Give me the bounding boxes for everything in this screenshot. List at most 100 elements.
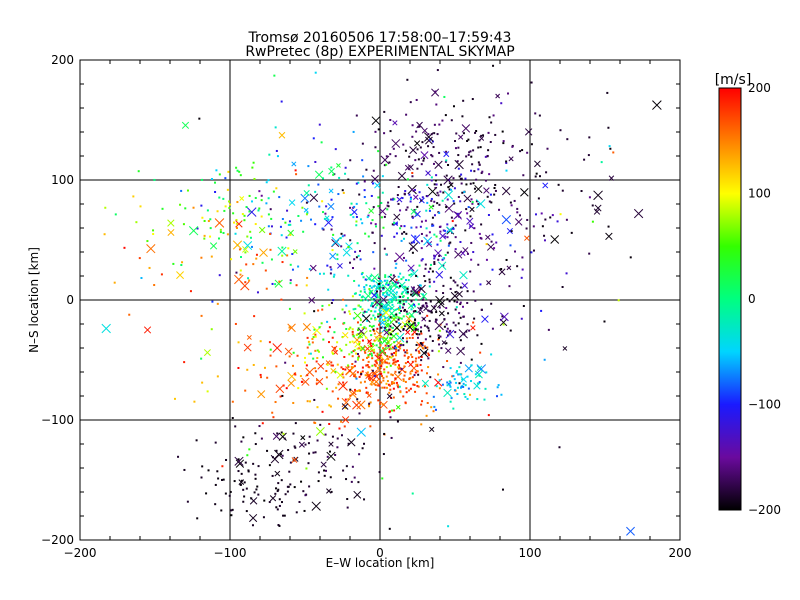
data-point xyxy=(418,264,421,267)
data-point xyxy=(209,227,212,230)
data-point xyxy=(353,258,356,261)
data-point xyxy=(293,486,296,489)
data-point-cross xyxy=(419,348,429,358)
data-point xyxy=(392,396,395,399)
data-point-cross xyxy=(626,526,635,536)
data-point xyxy=(402,295,405,298)
data-point xyxy=(323,217,326,220)
data-point xyxy=(357,358,360,361)
data-point xyxy=(351,328,354,331)
data-point xyxy=(411,269,414,272)
data-point xyxy=(161,207,164,210)
data-point-cross xyxy=(167,228,175,236)
data-point xyxy=(394,281,397,284)
data-point-cross xyxy=(277,246,287,256)
data-point xyxy=(461,378,464,381)
data-point xyxy=(356,389,359,392)
data-point xyxy=(446,360,449,363)
data-point xyxy=(231,400,234,403)
data-point xyxy=(438,211,441,214)
data-point xyxy=(402,395,405,398)
data-point xyxy=(432,162,435,165)
data-point-cross xyxy=(437,300,445,309)
data-point xyxy=(333,273,336,276)
data-point xyxy=(221,465,224,468)
data-point-cross xyxy=(424,132,434,142)
data-point xyxy=(402,276,405,279)
data-point xyxy=(454,147,457,150)
data-point xyxy=(373,299,376,302)
data-point xyxy=(385,253,388,256)
data-point xyxy=(421,344,424,347)
data-point xyxy=(293,445,296,448)
data-point xyxy=(437,336,440,339)
data-point xyxy=(307,340,310,343)
data-point-cross xyxy=(652,100,662,110)
data-point xyxy=(421,293,424,296)
data-point xyxy=(443,229,446,232)
data-point xyxy=(313,328,316,331)
data-point xyxy=(281,246,284,249)
data-point xyxy=(229,203,232,206)
data-point xyxy=(385,382,388,385)
data-point-cross xyxy=(311,501,321,511)
data-point xyxy=(378,296,381,299)
data-point xyxy=(459,200,462,203)
y-axis-label: N–S location [km] xyxy=(27,247,41,353)
data-point xyxy=(242,500,245,503)
data-point xyxy=(377,315,380,318)
data-point xyxy=(380,381,383,384)
data-point xyxy=(245,205,248,208)
data-point xyxy=(305,364,308,367)
data-point xyxy=(317,350,320,353)
data-point xyxy=(359,381,362,384)
data-point xyxy=(322,211,325,214)
data-point xyxy=(430,197,433,200)
data-point xyxy=(408,378,411,381)
data-point xyxy=(214,441,217,444)
data-point xyxy=(456,284,459,287)
data-point xyxy=(385,292,388,295)
data-point-cross xyxy=(373,378,380,385)
data-point xyxy=(417,158,420,161)
data-point xyxy=(351,333,354,336)
data-point xyxy=(274,126,277,129)
data-point xyxy=(277,488,280,491)
data-point xyxy=(341,235,344,238)
data-point xyxy=(437,350,440,353)
data-point xyxy=(435,235,438,238)
data-point xyxy=(237,470,240,473)
data-point xyxy=(476,334,479,337)
data-point xyxy=(444,235,447,238)
data-point xyxy=(489,193,492,196)
data-point xyxy=(510,230,513,233)
data-point xyxy=(389,153,392,156)
data-point xyxy=(414,360,417,363)
data-point xyxy=(609,147,612,150)
data-point xyxy=(354,307,357,310)
data-point xyxy=(476,382,479,385)
data-point xyxy=(388,411,391,414)
data-point xyxy=(379,335,382,338)
data-point-cross xyxy=(381,308,391,318)
data-point xyxy=(353,476,356,479)
data-point xyxy=(329,405,332,408)
data-point xyxy=(502,142,505,145)
data-point xyxy=(463,191,466,194)
data-point xyxy=(146,240,149,243)
data-point xyxy=(421,258,424,261)
data-point xyxy=(501,315,504,318)
data-point xyxy=(408,320,411,323)
data-point xyxy=(387,344,390,347)
data-point xyxy=(411,215,414,218)
data-point xyxy=(516,211,519,214)
data-point xyxy=(500,393,503,396)
data-point-cross xyxy=(425,241,433,248)
data-point xyxy=(446,223,449,226)
data-point xyxy=(466,302,469,305)
data-point xyxy=(203,237,206,240)
data-point-cross xyxy=(428,204,434,210)
data-point xyxy=(318,326,321,329)
data-point xyxy=(447,383,450,386)
data-point xyxy=(343,383,346,386)
